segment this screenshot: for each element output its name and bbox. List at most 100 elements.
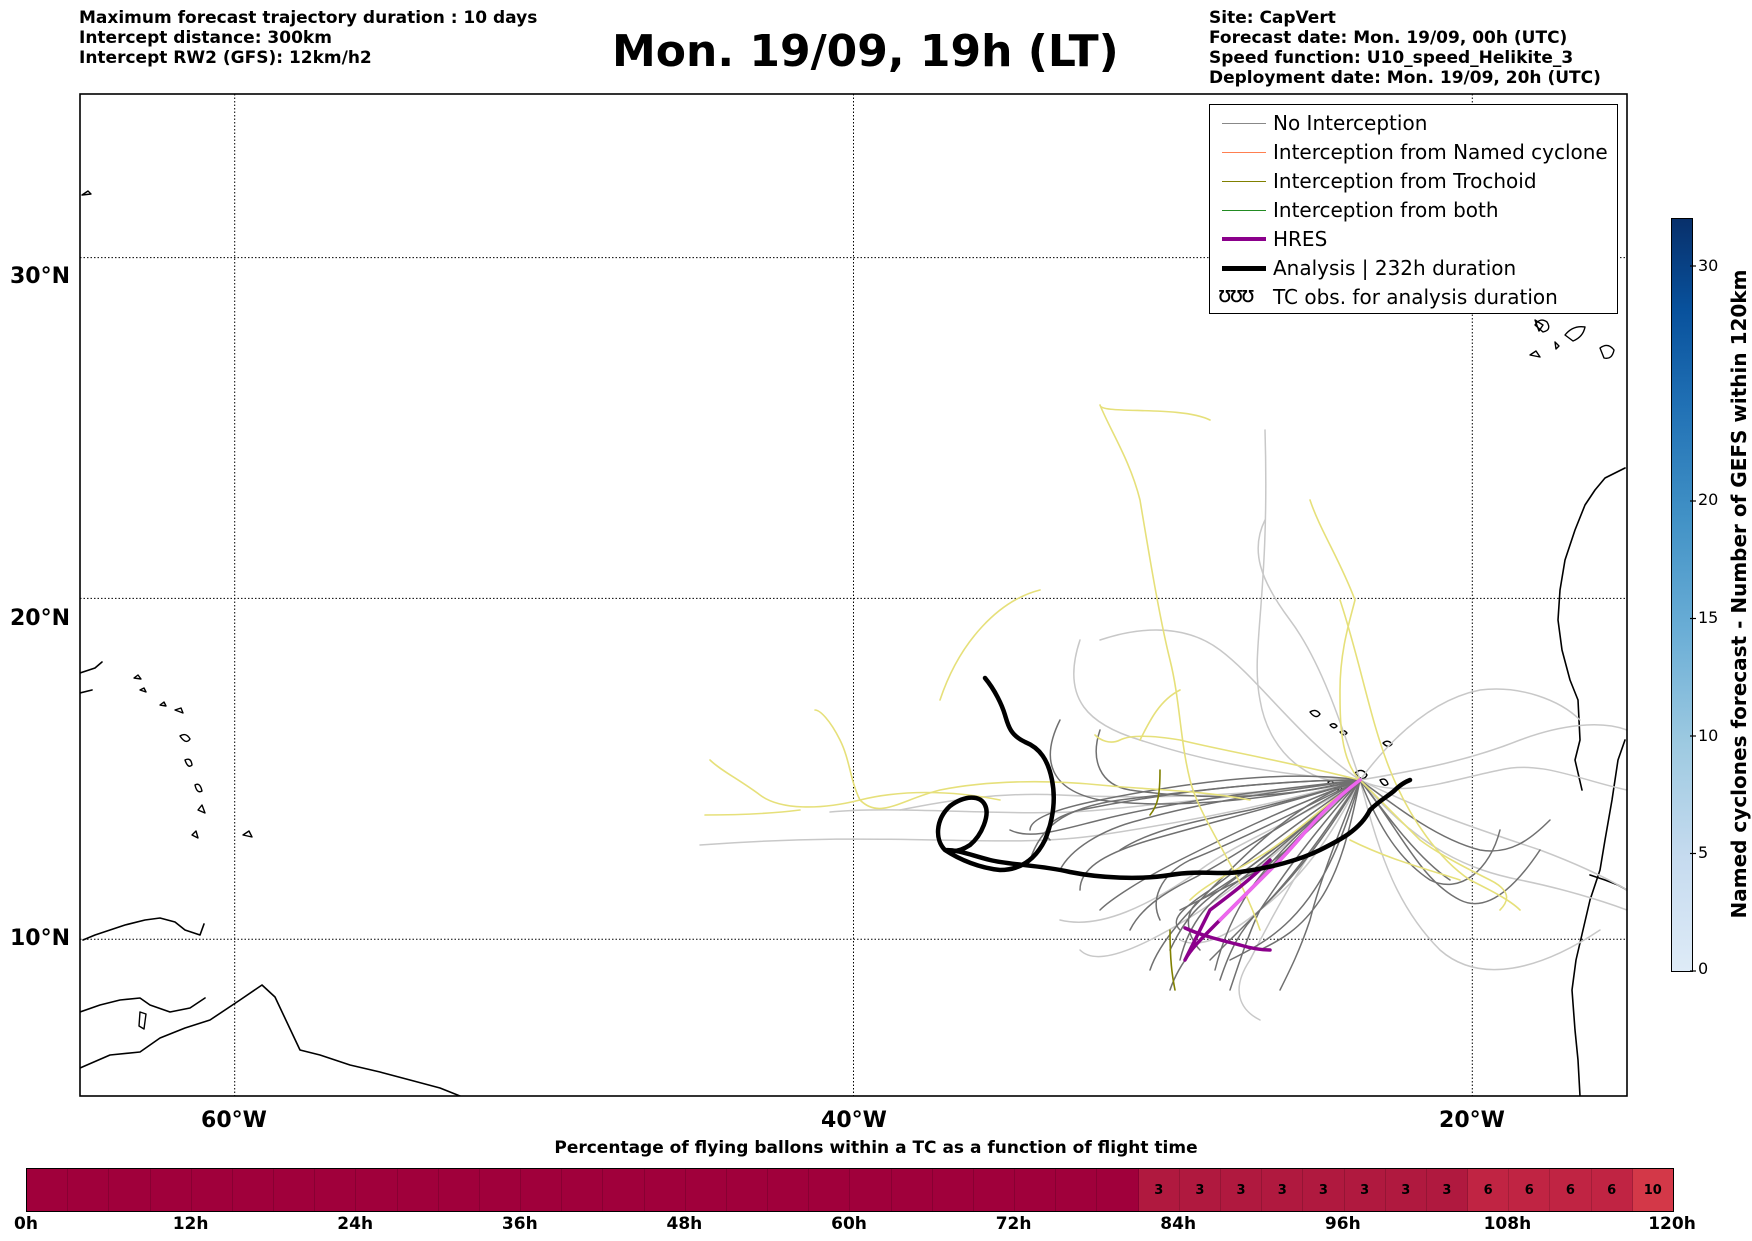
timeline-segment xyxy=(562,1169,604,1211)
timeline-segment: 3 xyxy=(1303,1169,1345,1211)
info-line: Maximum forecast trajectory duration : 1… xyxy=(79,8,538,28)
tc-obs-icon: ʊʊʊ xyxy=(1218,283,1255,308)
timeline-segment xyxy=(109,1169,151,1211)
timeline-segment xyxy=(68,1169,110,1211)
timeline-segment: 10 xyxy=(1632,1169,1673,1211)
info-line: Forecast date: Mon. 19/09, 00h (UTC) xyxy=(1209,28,1568,48)
timeline-segment xyxy=(932,1169,974,1211)
timeline-axis: 0h 12h 24h 36h 48h 60h 72h 84h 96h 108h 120h xyxy=(0,1214,1752,1238)
legend-swatch xyxy=(1222,181,1266,182)
timeline-label: 12h xyxy=(172,1214,209,1234)
timeline-segment xyxy=(150,1169,192,1211)
legend-item: Interception from both xyxy=(1210,196,1617,225)
colorbar-label: Named cyclones forecast - Number of GEFS… xyxy=(1727,269,1751,919)
timeline-label: 72h xyxy=(995,1214,1032,1234)
header-info-right: Site: CapVert Forecast date: Mon. 19/09,… xyxy=(1209,8,1601,88)
timeline-segment xyxy=(726,1169,769,1211)
timeline-segment: 6 xyxy=(1509,1169,1551,1211)
legend-item: Interception from Named cyclone xyxy=(1210,138,1617,167)
timeline-bar: 3 3 3 3 3 3 3 3 6 6 6 6 10 xyxy=(26,1168,1674,1212)
timeline-segment xyxy=(479,1169,522,1211)
timeline-segment: 3 xyxy=(1426,1169,1469,1211)
legend-label: TC obs. for analysis duration xyxy=(1273,285,1558,309)
trochoid-dark-trajectory xyxy=(1149,769,1176,991)
legend-label: Interception from Named cyclone xyxy=(1273,140,1608,164)
header-info-left: Maximum forecast trajectory duration : 1… xyxy=(79,8,537,68)
timeline-segment: 6 xyxy=(1591,1169,1633,1211)
info-line: Intercept distance: 300km xyxy=(79,28,332,48)
map-frame xyxy=(79,93,1628,1097)
info-line: Speed function: U10_speed_Helikite_3 xyxy=(1209,48,1574,68)
timeline-segment xyxy=(274,1169,316,1211)
colorbar-tick-label: 0 xyxy=(1698,959,1709,978)
legend-label: Analysis | 232h duration xyxy=(1273,256,1517,280)
legend-label: Interception from both xyxy=(1273,198,1499,222)
timeline-segment xyxy=(1015,1169,1057,1211)
timeline-segment xyxy=(397,1169,439,1211)
timeline-segment xyxy=(644,1169,686,1211)
info-line: Deployment date: Mon. 19/09, 20h (UTC) xyxy=(1209,68,1601,88)
lat-label-10n: 10°N xyxy=(9,926,70,951)
timeline-segment xyxy=(809,1169,851,1211)
analysis-trajectory xyxy=(935,675,1413,881)
legend-item: Analysis | 232h duration xyxy=(1210,254,1617,283)
colorbar-ticks xyxy=(1690,265,1696,972)
timeline-segment xyxy=(191,1169,233,1211)
timeline-segment xyxy=(232,1169,275,1211)
timeline-segment xyxy=(315,1169,357,1211)
coastline xyxy=(80,467,1627,1096)
timeline-label: 36h xyxy=(501,1214,538,1234)
timeline-label: 96h xyxy=(1324,1214,1361,1234)
legend-swatch xyxy=(1222,152,1266,153)
info-line: Site: CapVert xyxy=(1209,8,1336,28)
timeline-label: 120h xyxy=(1648,1214,1696,1234)
colorbar-tick-label: 10 xyxy=(1698,726,1719,745)
lat-label-30n: 30°N xyxy=(9,264,70,289)
timeline-label: 108h xyxy=(1483,1214,1532,1234)
legend-swatch xyxy=(1222,266,1266,271)
legend-label: No Interception xyxy=(1273,111,1428,135)
legend-item: ʊʊʊ TC obs. for analysis duration xyxy=(1210,283,1617,312)
timeline-segment xyxy=(1097,1169,1139,1211)
page-title: Mon. 19/09, 19h (LT) xyxy=(612,26,1119,77)
lon-label-20w: 20°W xyxy=(1439,1108,1505,1133)
timeline-segment xyxy=(603,1169,645,1211)
legend-swatch xyxy=(1222,123,1266,124)
timeline-segment xyxy=(521,1169,563,1211)
timeline-segment: 6 xyxy=(1550,1169,1592,1211)
timeline-segment: 3 xyxy=(1220,1169,1263,1211)
colorbar xyxy=(1671,218,1693,972)
legend-item: No Interception xyxy=(1210,109,1617,138)
info-line: Intercept RW2 (GFS): 12km/h2 xyxy=(79,48,372,68)
timeline-segment: 3 xyxy=(1179,1169,1221,1211)
legend-label: Interception from Trochoid xyxy=(1273,169,1537,193)
timeline-label: 24h xyxy=(337,1214,374,1234)
legend-item: HRES xyxy=(1210,225,1617,254)
timeline-segment: 6 xyxy=(1468,1169,1510,1211)
timeline-label: 48h xyxy=(666,1214,703,1234)
timeline-segment xyxy=(438,1169,480,1211)
legend-label: HRES xyxy=(1273,227,1328,251)
lat-label-20n: 20°N xyxy=(9,606,70,631)
timeline-segment xyxy=(685,1169,727,1211)
trochoid-trajectories xyxy=(704,404,1521,931)
lon-label-60w: 60°W xyxy=(201,1108,267,1133)
colorbar-tick-label: 20 xyxy=(1698,490,1719,509)
timeline-segment xyxy=(768,1169,810,1211)
lon-label-40w: 40°W xyxy=(821,1108,887,1133)
timeline-segment: 3 xyxy=(1385,1169,1427,1211)
timeline-segment xyxy=(973,1169,1016,1211)
timeline-label: 60h xyxy=(831,1214,867,1234)
colorbar-tick-label: 15 xyxy=(1698,608,1719,627)
timeline-label: 0h xyxy=(14,1214,38,1234)
islands xyxy=(81,190,1615,1030)
colorbar-tick-label: 30 xyxy=(1698,256,1719,275)
timeline-segment xyxy=(1056,1169,1098,1211)
legend-swatch xyxy=(1222,210,1266,211)
hres-trajectory xyxy=(1183,778,1362,962)
timeline-segment: 3 xyxy=(1138,1169,1180,1211)
timeline-segment xyxy=(891,1169,933,1211)
map-legend: No Interception Interception from Named … xyxy=(1209,104,1618,314)
timeline-segment xyxy=(27,1169,69,1211)
legend-swatch xyxy=(1222,237,1266,241)
